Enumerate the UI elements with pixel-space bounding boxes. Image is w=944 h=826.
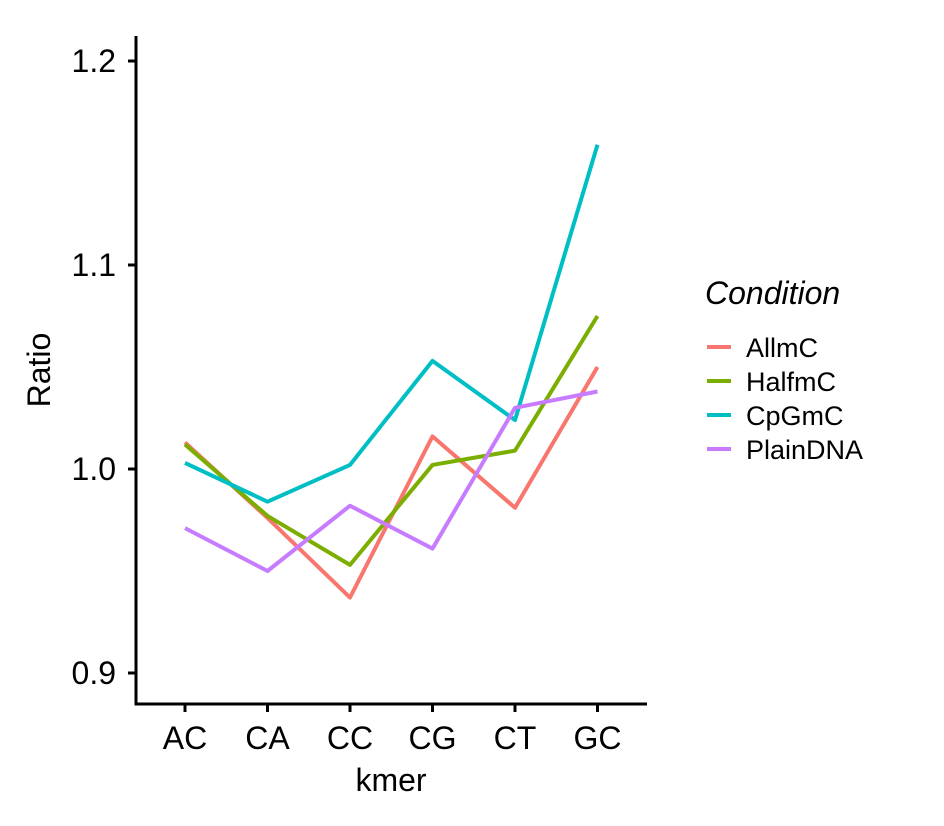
legend-label: AllmC <box>746 333 818 363</box>
legend-title: Condition <box>705 275 840 311</box>
x-tick-label: GC <box>574 720 622 756</box>
x-ticks: AC CA CC CG CT GC <box>163 704 622 756</box>
legend: Condition AllmC HalfmC CpGmC PlainDNA <box>705 275 863 465</box>
x-tick-label: CT <box>494 720 537 756</box>
series-layer <box>183 144 600 600</box>
series-line-allmc <box>183 365 600 600</box>
legend-item-plaindna: PlainDNA <box>707 435 863 465</box>
x-tick-label: CA <box>245 720 290 756</box>
legend-item-cpgmc: CpGmC <box>707 401 844 431</box>
y-tick-label: 1.1 <box>72 247 116 283</box>
legend-label: PlainDNA <box>746 435 863 465</box>
series-line-cpgmc <box>184 144 600 504</box>
x-axis-title: kmer <box>355 762 426 798</box>
x-tick-label: CC <box>327 720 373 756</box>
series-line-halfmc <box>183 314 600 567</box>
legend-label: CpGmC <box>746 401 844 431</box>
y-tick-label: 0.9 <box>72 655 116 691</box>
y-ticks: 0.9 1.0 1.1 1.2 <box>72 43 136 691</box>
x-tick-label: AC <box>163 720 207 756</box>
legend-items: AllmC HalfmC CpGmC PlainDNA <box>707 333 863 465</box>
legend-item-halfmc: HalfmC <box>707 367 836 397</box>
axes-layer <box>134 36 647 706</box>
y-axis-title: Ratio <box>21 333 57 408</box>
legend-item-allmc: AllmC <box>707 333 818 363</box>
x-tick-label: CG <box>409 720 457 756</box>
legend-label: HalfmC <box>746 367 836 397</box>
y-tick-label: 1.2 <box>72 43 116 79</box>
y-tick-label: 1.0 <box>72 451 116 487</box>
series-line-plaindna <box>184 389 598 573</box>
